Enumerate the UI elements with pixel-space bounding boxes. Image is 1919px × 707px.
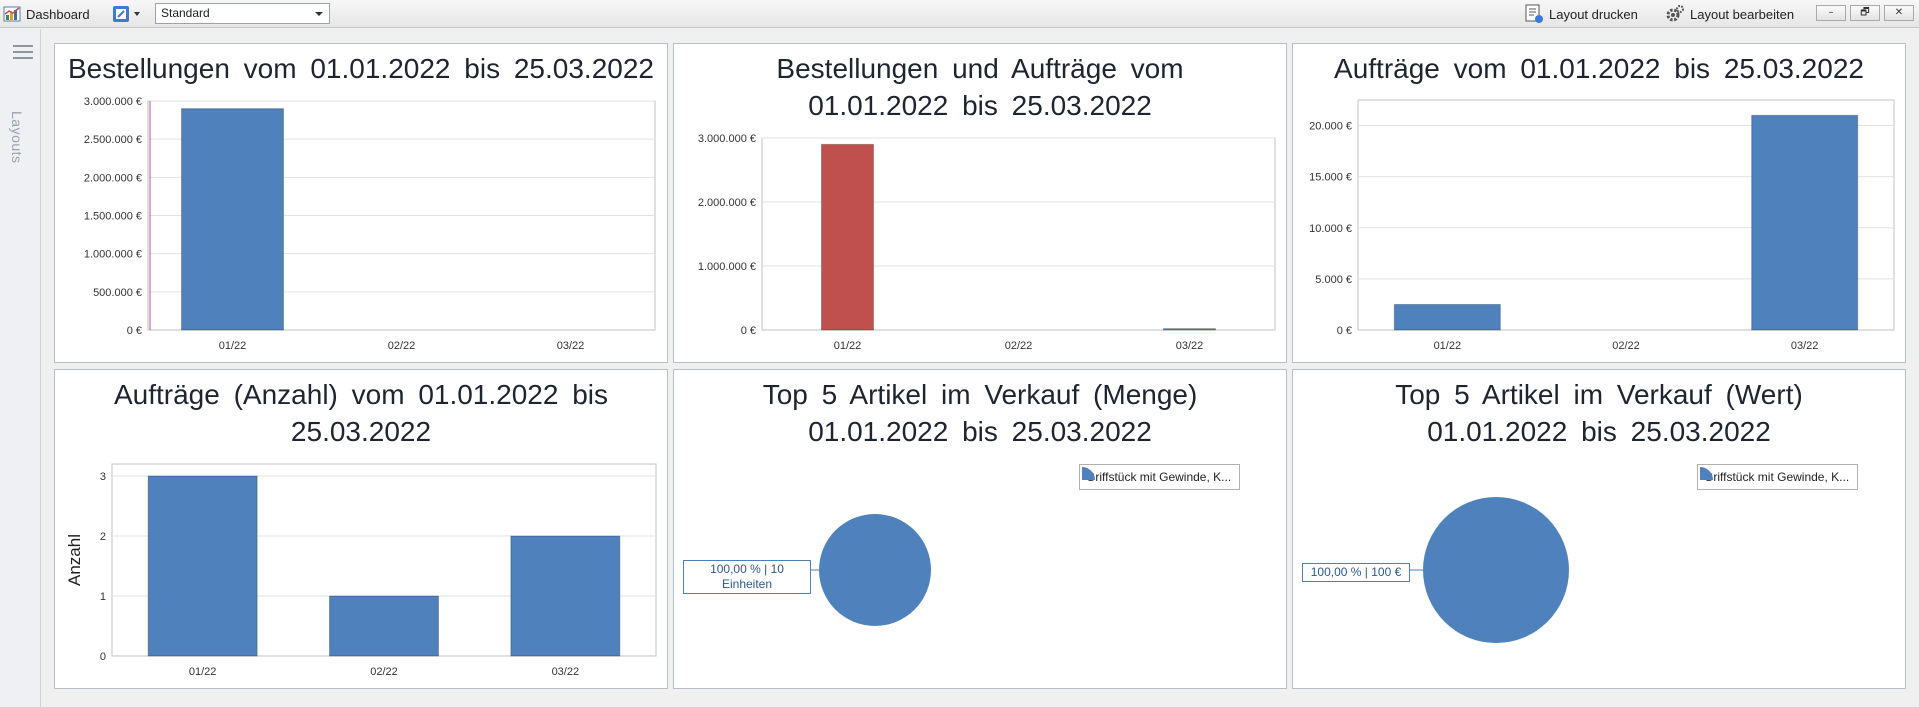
- minimize-button[interactable]: –: [1816, 5, 1846, 21]
- x-tick-label: 03/22: [552, 666, 580, 678]
- chart-legend[interactable]: Griffstück mit Gewinde, K...: [1697, 464, 1859, 490]
- select-arrow-icon: [315, 12, 323, 16]
- x-tick-label: 02/22: [370, 666, 398, 678]
- y-tick-label: 15.000 €: [1309, 172, 1352, 184]
- pie-chart-wert: [1410, 497, 1569, 643]
- panel-top5-wert: Top 5 Artikel im Verkauf (Wert) 01.01.20…: [1292, 369, 1906, 689]
- edit-layout-label: Layout bearbeiten: [1690, 6, 1795, 22]
- x-tick-label: 01/22: [189, 666, 217, 678]
- pie-slice: [819, 514, 931, 626]
- layouts-rail-label[interactable]: Layouts: [9, 111, 25, 164]
- bar-chart-auftraege: 0 € 5.000 € 10.000 € 15.000 € 20.000 € 01/22 0…: [1309, 99, 1895, 352]
- panel-title: Bestellungen und Aufträge vom 01.01.2022…: [776, 53, 1184, 121]
- y-tick-label: 5.000 €: [1315, 274, 1352, 286]
- y-axis-label: Anzahl: [65, 534, 84, 586]
- pie-slice: [1423, 497, 1569, 643]
- dashboard-chart-icon: [3, 6, 21, 22]
- pie-data-label: 100,00 % | 100 €: [1302, 563, 1410, 582]
- dashboard-title: Dashboard: [3, 0, 90, 28]
- bar-chart-bestellungen: 0 € 500.000 € 1.000.000 € 1.500.000 € 2.000.…: [84, 96, 656, 352]
- y-tick-label: 2: [100, 531, 106, 543]
- y-tick-label: 2.000.000 €: [698, 197, 756, 209]
- pie-chart-menge: [811, 514, 931, 626]
- x-tick-label: 02/22: [388, 340, 416, 352]
- y-tick-label: 0 €: [741, 325, 756, 337]
- panel-auftraege: Aufträge vom 01.01.2022 bis 25.03.2022 0…: [1292, 43, 1906, 363]
- bar: [147, 475, 258, 657]
- restore-button[interactable]: 🗗: [1850, 5, 1880, 21]
- bar: [1393, 303, 1501, 331]
- layout-select-value: Standard: [161, 6, 210, 20]
- x-tick-label: 03/22: [1176, 340, 1204, 352]
- x-tick-label: 02/22: [1612, 340, 1640, 352]
- y-tick-label: 3.000.000 €: [84, 96, 142, 108]
- x-tick-label: 03/22: [1791, 340, 1819, 352]
- print-layout-label: Layout drucken: [1549, 6, 1638, 22]
- chart-legend[interactable]: Griffstück mit Gewinde, K...: [1079, 464, 1241, 490]
- print-layout-button[interactable]: Layout drucken: [1524, 0, 1638, 28]
- y-tick-label: 0: [100, 651, 106, 663]
- close-button[interactable]: ✕: [1884, 5, 1914, 21]
- panel-bestellungen-auftraege: Bestellungen und Aufträge vom 01.01.2022…: [673, 43, 1287, 363]
- edit-layout-button[interactable]: Layout bearbeiten: [1665, 0, 1794, 28]
- panel-bestellungen: Bestellungen vom 01.01.2022 bis 25.03.20…: [54, 43, 668, 363]
- y-tick-label: 20.000 €: [1309, 121, 1352, 133]
- y-tick-label: 10.000 €: [1309, 223, 1352, 235]
- y-tick-label: 3: [100, 471, 106, 483]
- hamburger-icon[interactable]: [13, 45, 33, 59]
- panel-title: Aufträge (Anzahl) vom 01.01.2022 bis 25.…: [113, 379, 609, 447]
- layout-select[interactable]: Standard: [155, 3, 330, 24]
- gear-icon: [1666, 5, 1684, 22]
- x-tick-label: 01/22: [1434, 340, 1462, 352]
- bar: [1163, 328, 1216, 331]
- y-tick-label: 2.500.000 €: [84, 134, 142, 146]
- y-tick-label: 1.500.000 €: [84, 211, 142, 223]
- x-tick-label: 03/22: [557, 340, 585, 352]
- panel-title: Top 5 Artikel im Verkauf (Wert) 01.01.20…: [1395, 379, 1803, 447]
- panel-title: Aufträge vom 01.01.2022 bis 25.03.2022: [1334, 53, 1864, 84]
- layouts-side-rail: Layouts: [0, 29, 41, 707]
- y-tick-label: 3.000.000 €: [698, 133, 756, 145]
- print-icon: [1525, 4, 1543, 23]
- y-tick-label: 500.000 €: [93, 287, 142, 299]
- bar-chart-bestellungen-auftraege: 0 € 1.000.000 € 2.000.000 € 3.000.000 € 01/2…: [698, 133, 1276, 352]
- chevron-down-icon: [134, 12, 140, 16]
- dashboard-title-label: Dashboard: [26, 6, 90, 22]
- bar: [329, 595, 439, 657]
- y-tick-label: 1: [100, 591, 106, 603]
- bar: [821, 143, 874, 331]
- y-tick-label: 2.000.000 €: [84, 172, 142, 184]
- x-tick-label: 02/22: [1005, 340, 1033, 352]
- panel-title: Top 5 Artikel im Verkauf (Menge) 01.01.2…: [762, 379, 1198, 447]
- x-tick-label: 01/22: [834, 340, 862, 352]
- legend-entry-label: Griffstück mit Gewinde, K...: [1704, 470, 1850, 484]
- y-tick-label: 0 €: [1337, 325, 1352, 337]
- bar: [181, 108, 284, 331]
- panel-title: Bestellungen vom 01.01.2022 bis 25.03.20…: [68, 53, 654, 84]
- pie-data-label: 100,00 % | 10 Einheiten: [683, 560, 811, 594]
- bar: [510, 535, 621, 657]
- panel-auftraege-anzahl: Aufträge (Anzahl) vom 01.01.2022 bis 25.…: [54, 369, 668, 689]
- legend-entry-label: Griffstück mit Gewinde, K...: [1086, 470, 1232, 484]
- bar-chart-auftraege-anzahl: 0 1 2 3 01/22 02/22 03/22 Anzahl: [65, 463, 657, 678]
- edit-dropdown-button[interactable]: [112, 0, 142, 28]
- bar: [1751, 114, 1859, 331]
- y-tick-label: 0 €: [127, 325, 142, 337]
- y-tick-label: 1.000.000 €: [698, 261, 756, 273]
- pie-slice-legend-icon: [1082, 467, 1095, 480]
- edit-form-icon: [113, 6, 129, 22]
- toolbar: Dashboard Standard Layout drucken: [0, 0, 1919, 28]
- panel-top5-menge: Top 5 Artikel im Verkauf (Menge) 01.01.2…: [673, 369, 1287, 689]
- x-tick-label: 01/22: [219, 340, 247, 352]
- y-tick-label: 1.000.000 €: [84, 249, 142, 261]
- pie-slice-legend-icon: [1700, 467, 1713, 480]
